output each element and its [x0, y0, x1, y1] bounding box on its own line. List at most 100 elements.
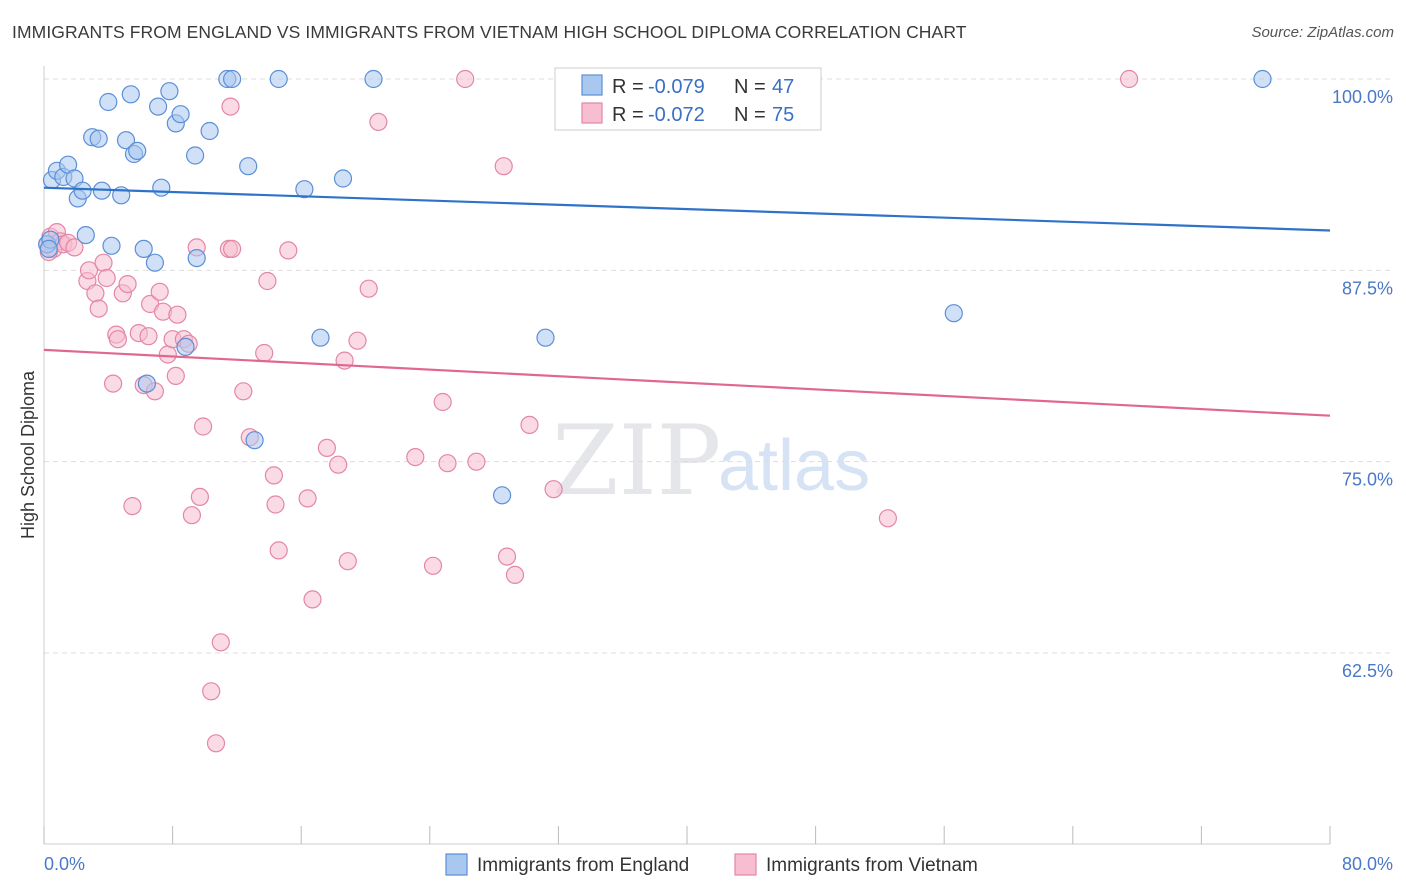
england-point-6	[73, 181, 92, 200]
legend-label-england: Immigrants from England	[477, 855, 689, 876]
vietnam-point-37	[202, 682, 221, 701]
y-tick-label-0: 100.0%	[1332, 87, 1393, 107]
england-point-37	[333, 169, 353, 188]
england-point-29	[200, 121, 219, 141]
vietnam-point-41	[221, 97, 240, 116]
vietnam-point-42	[223, 239, 242, 258]
vietnam-point-43	[234, 382, 253, 401]
y-tick-label-2: 75.0%	[1342, 470, 1393, 490]
vietnam-point-49	[269, 541, 288, 560]
stats-r-label-vietnam: R =	[612, 104, 644, 126]
legend: Immigrants from England Immigrants from …	[445, 853, 978, 876]
stats-n-value-england: 47	[772, 76, 794, 98]
x-tick-label-0: 0.0%	[44, 854, 85, 874]
england-point-35	[295, 180, 314, 199]
england-point-42	[944, 304, 963, 323]
england-point-31	[223, 69, 242, 89]
vietnam-point-66	[494, 157, 513, 176]
vietnam-point-58	[359, 279, 378, 298]
vietnam-point-18	[118, 275, 137, 294]
stats-r-value-vietnam: -0.072	[648, 104, 705, 126]
stats-n-label-vietnam: N =	[734, 104, 766, 126]
england-point-12	[102, 236, 121, 255]
england-point-38	[364, 69, 383, 89]
england-trend-line	[43, 186, 1331, 232]
watermark-atlas: atlas	[718, 426, 870, 506]
legend-swatch-england	[445, 853, 468, 876]
england-point-23	[160, 82, 179, 101]
watermark-zip: ZIP	[552, 405, 721, 517]
vietnam-point-54	[329, 455, 348, 474]
england-point-32	[239, 157, 258, 176]
vietnam-point-19	[123, 497, 142, 516]
vietnam-point-30	[168, 305, 187, 324]
y-tick-label-3: 62.5%	[1342, 661, 1393, 681]
vietnam-point-56	[338, 552, 357, 571]
england-point-22	[152, 178, 171, 197]
x-tick-label-1: 80.0%	[1342, 854, 1393, 874]
england-point-18	[134, 239, 153, 258]
vietnam-point-57	[348, 331, 367, 350]
vietnam-point-67	[497, 547, 517, 566]
vietnam-point-38	[206, 734, 226, 753]
england-point-20	[145, 253, 164, 272]
vietnam-point-12	[94, 253, 113, 272]
chart-title: IMMIGRANTS FROM ENGLAND VS IMMIGRANTS FR…	[12, 22, 967, 42]
stats-swatch-england	[581, 74, 603, 96]
vietnam-point-72	[878, 509, 898, 528]
stats-r-value-england: -0.079	[648, 76, 705, 98]
england-point-25	[171, 105, 190, 124]
vietnam-point-73	[1119, 69, 1139, 89]
vietnam-point-69	[520, 415, 539, 434]
england-point-34	[269, 69, 288, 89]
vietnam-point-65	[467, 452, 486, 471]
england-point-33	[245, 431, 264, 450]
chart-source: Source: ZipAtlas.com	[1251, 24, 1394, 41]
y-tick-label-1: 87.5%	[1342, 278, 1393, 298]
vietnam-point-10	[86, 284, 105, 303]
vietnam-point-45	[255, 343, 274, 363]
vietnam-point-13	[97, 268, 116, 288]
england-point-39	[493, 486, 512, 505]
england-point-14	[116, 131, 136, 150]
vietnam-point-59	[369, 112, 388, 132]
vietnam-point-39	[211, 633, 230, 652]
england-point-27	[186, 146, 205, 165]
stats-n-value-vietnam: 75	[772, 104, 794, 126]
vietnam-point-62	[433, 392, 452, 412]
vietnam-point-9	[79, 261, 99, 280]
vietnam-point-27	[158, 345, 177, 364]
vietnam-point-46	[258, 271, 277, 291]
vietnam-trend-line	[43, 348, 1331, 417]
vietnam-point-48	[266, 495, 285, 514]
legend-label-vietnam: Immigrants from Vietnam	[766, 855, 978, 876]
vietnam-point-64	[456, 69, 475, 89]
vietnam-point-50	[279, 241, 298, 260]
legend-swatch-vietnam	[734, 853, 757, 876]
vietnam-point-14	[103, 374, 123, 393]
vietnam-point-25	[150, 282, 169, 301]
stats-box: R = -0.079 N = 47 R = -0.072 N = 75	[554, 67, 822, 131]
vietnam-point-16	[108, 330, 128, 349]
england-points	[38, 69, 1272, 505]
england-point-21	[149, 97, 168, 116]
england-point-17	[128, 141, 147, 160]
vietnam-point-22	[139, 327, 158, 346]
vietnam-point-70	[544, 480, 563, 499]
vietnam-point-33	[182, 506, 201, 525]
england-point-36	[311, 328, 330, 347]
england-point-28	[187, 249, 206, 268]
vietnam-point-51	[298, 489, 317, 508]
vietnam-point-68	[505, 565, 525, 585]
stats-swatch-vietnam	[581, 102, 603, 124]
vietnam-point-47	[264, 466, 283, 485]
vietnam-point-61	[423, 556, 443, 575]
stats-r-label-england: R =	[612, 76, 644, 98]
axes: 100.0% 87.5% 75.0% 62.5% 0.0% 80.0%	[43, 66, 1393, 874]
vietnam-point-35	[190, 487, 209, 506]
england-point-15	[121, 85, 140, 104]
vietnam-point-52	[303, 590, 322, 609]
england-point-46	[39, 239, 58, 258]
vietnam-point-36	[194, 417, 213, 436]
